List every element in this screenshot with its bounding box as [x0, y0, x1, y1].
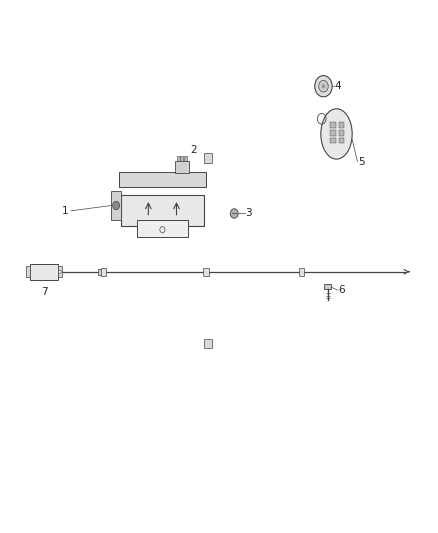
- Bar: [299, 268, 304, 276]
- Circle shape: [319, 80, 328, 92]
- Bar: [30, 264, 58, 280]
- Bar: [203, 268, 208, 276]
- Bar: [204, 153, 212, 163]
- Bar: [25, 266, 30, 277]
- Circle shape: [322, 84, 325, 88]
- Text: 2: 2: [191, 145, 198, 155]
- Bar: [339, 130, 344, 135]
- Bar: [177, 156, 180, 161]
- Circle shape: [230, 209, 238, 218]
- Bar: [330, 138, 336, 143]
- Bar: [330, 122, 336, 127]
- Bar: [121, 195, 204, 225]
- Bar: [184, 156, 187, 161]
- Circle shape: [59, 270, 61, 273]
- Text: 1: 1: [62, 206, 69, 216]
- Bar: [330, 130, 336, 135]
- Bar: [180, 156, 184, 161]
- Bar: [204, 338, 212, 348]
- Text: 4: 4: [334, 81, 341, 91]
- Circle shape: [315, 76, 332, 97]
- Bar: [111, 191, 121, 220]
- Bar: [119, 172, 206, 188]
- Bar: [58, 266, 62, 277]
- Bar: [339, 122, 344, 127]
- Text: 3: 3: [246, 208, 252, 219]
- Bar: [339, 138, 344, 143]
- Text: 6: 6: [339, 285, 345, 295]
- Bar: [98, 269, 106, 275]
- Bar: [101, 268, 106, 276]
- Bar: [176, 161, 188, 173]
- Text: 5: 5: [358, 157, 365, 166]
- Bar: [324, 284, 331, 289]
- Circle shape: [113, 201, 120, 210]
- Ellipse shape: [321, 109, 352, 159]
- Text: 7: 7: [41, 287, 47, 297]
- Bar: [137, 220, 188, 237]
